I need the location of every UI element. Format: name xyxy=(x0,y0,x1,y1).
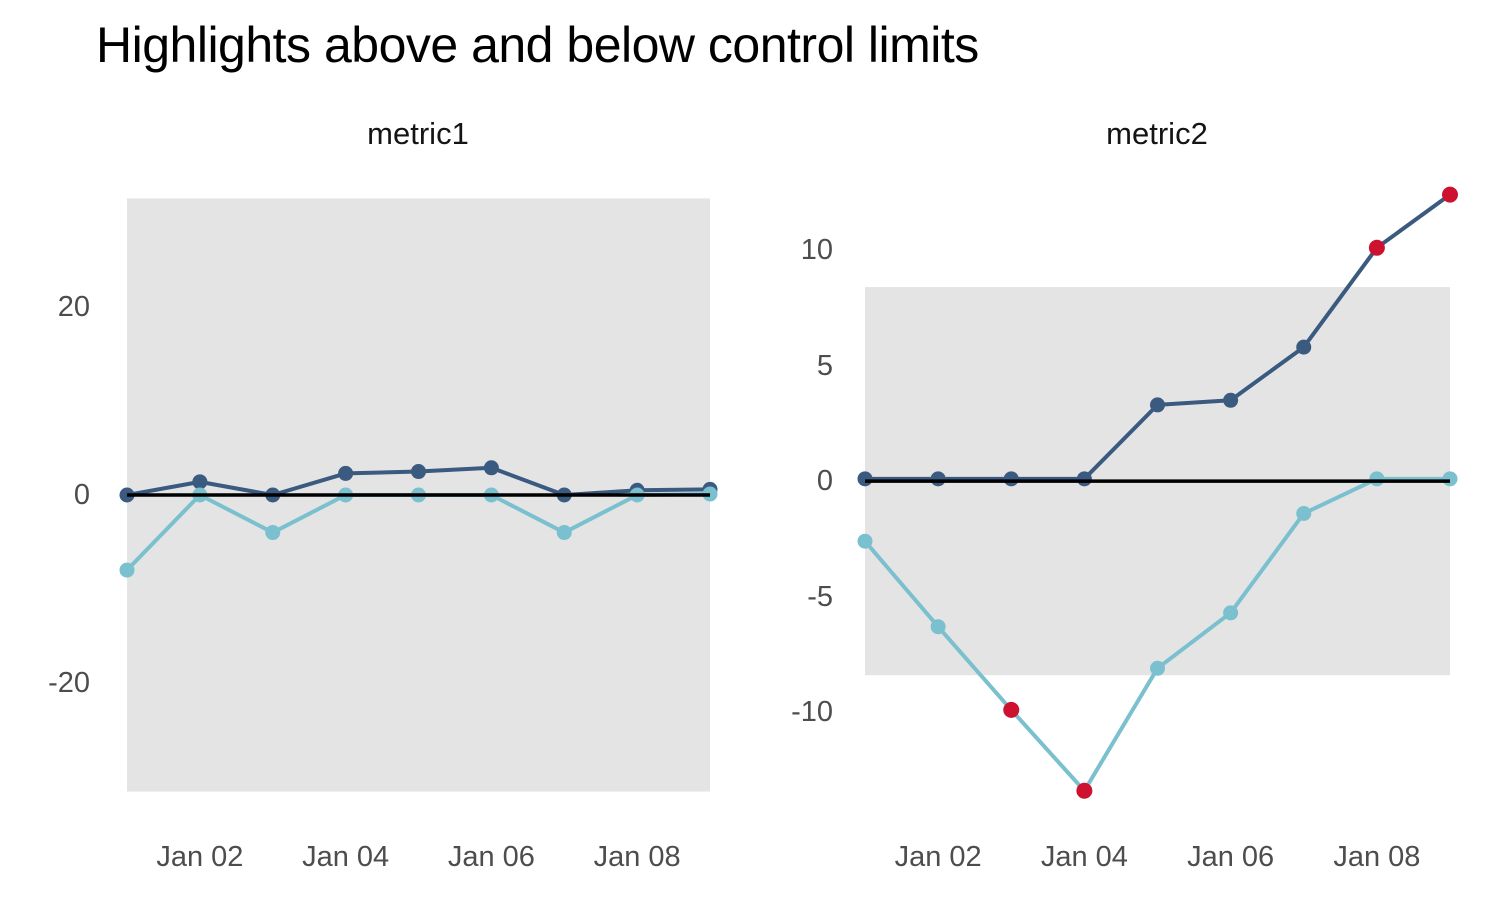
data-point xyxy=(1150,660,1165,676)
facet-title-metric2: metric2 xyxy=(1106,116,1208,151)
data-point xyxy=(1003,471,1019,487)
data-point xyxy=(1296,505,1312,521)
y-axis-tick-label: 0 xyxy=(73,479,90,511)
x-axis-tick-label: Jan 04 xyxy=(302,841,390,873)
flagged-data-point xyxy=(1368,239,1385,256)
y-axis-tick-label: 20 xyxy=(57,291,90,324)
x-axis-tick-label: Jan 08 xyxy=(1333,841,1421,873)
y-axis-tick-label: -5 xyxy=(807,580,833,613)
data-point xyxy=(857,471,873,487)
flagged-data-point xyxy=(1076,782,1093,799)
y-axis-tick-label: 5 xyxy=(816,349,833,382)
data-point xyxy=(930,471,946,487)
flagged-data-point xyxy=(1003,701,1020,718)
chart-panel-metric2 xyxy=(857,186,1458,799)
data-point xyxy=(1076,471,1092,487)
data-point xyxy=(1296,339,1312,355)
data-point xyxy=(411,464,426,480)
chart-panel-metric1 xyxy=(119,198,718,792)
x-axis-tick-label: Jan 06 xyxy=(447,841,535,873)
x-axis-tick-label: Jan 02 xyxy=(156,841,244,873)
data-point xyxy=(556,525,572,541)
y-axis-tick-label: -20 xyxy=(48,666,90,699)
chart-title: Highlights above and below control limit… xyxy=(96,17,979,73)
x-axis-tick-label: Jan 06 xyxy=(1187,841,1275,873)
y-axis-tick-label: -10 xyxy=(791,696,833,729)
y-axis-tick-label: 10 xyxy=(800,234,833,267)
data-point xyxy=(1150,397,1165,413)
flagged-data-point xyxy=(1442,186,1458,203)
x-axis-tick-label: Jan 08 xyxy=(593,841,681,873)
data-point xyxy=(857,533,873,549)
facet-title-metric1: metric1 xyxy=(367,116,469,151)
data-point xyxy=(265,525,281,541)
data-point xyxy=(192,474,208,490)
data-point xyxy=(1223,392,1239,408)
data-point xyxy=(483,460,499,476)
data-point xyxy=(338,465,354,481)
x-axis-tick-label: Jan 04 xyxy=(1040,841,1128,873)
data-point xyxy=(930,619,946,635)
data-point xyxy=(1223,605,1239,621)
data-point xyxy=(1442,471,1458,487)
y-axis-tick-label: 0 xyxy=(816,465,833,498)
data-point xyxy=(119,562,135,578)
x-axis-tick-label: Jan 02 xyxy=(894,841,982,873)
data-point xyxy=(1369,471,1385,487)
